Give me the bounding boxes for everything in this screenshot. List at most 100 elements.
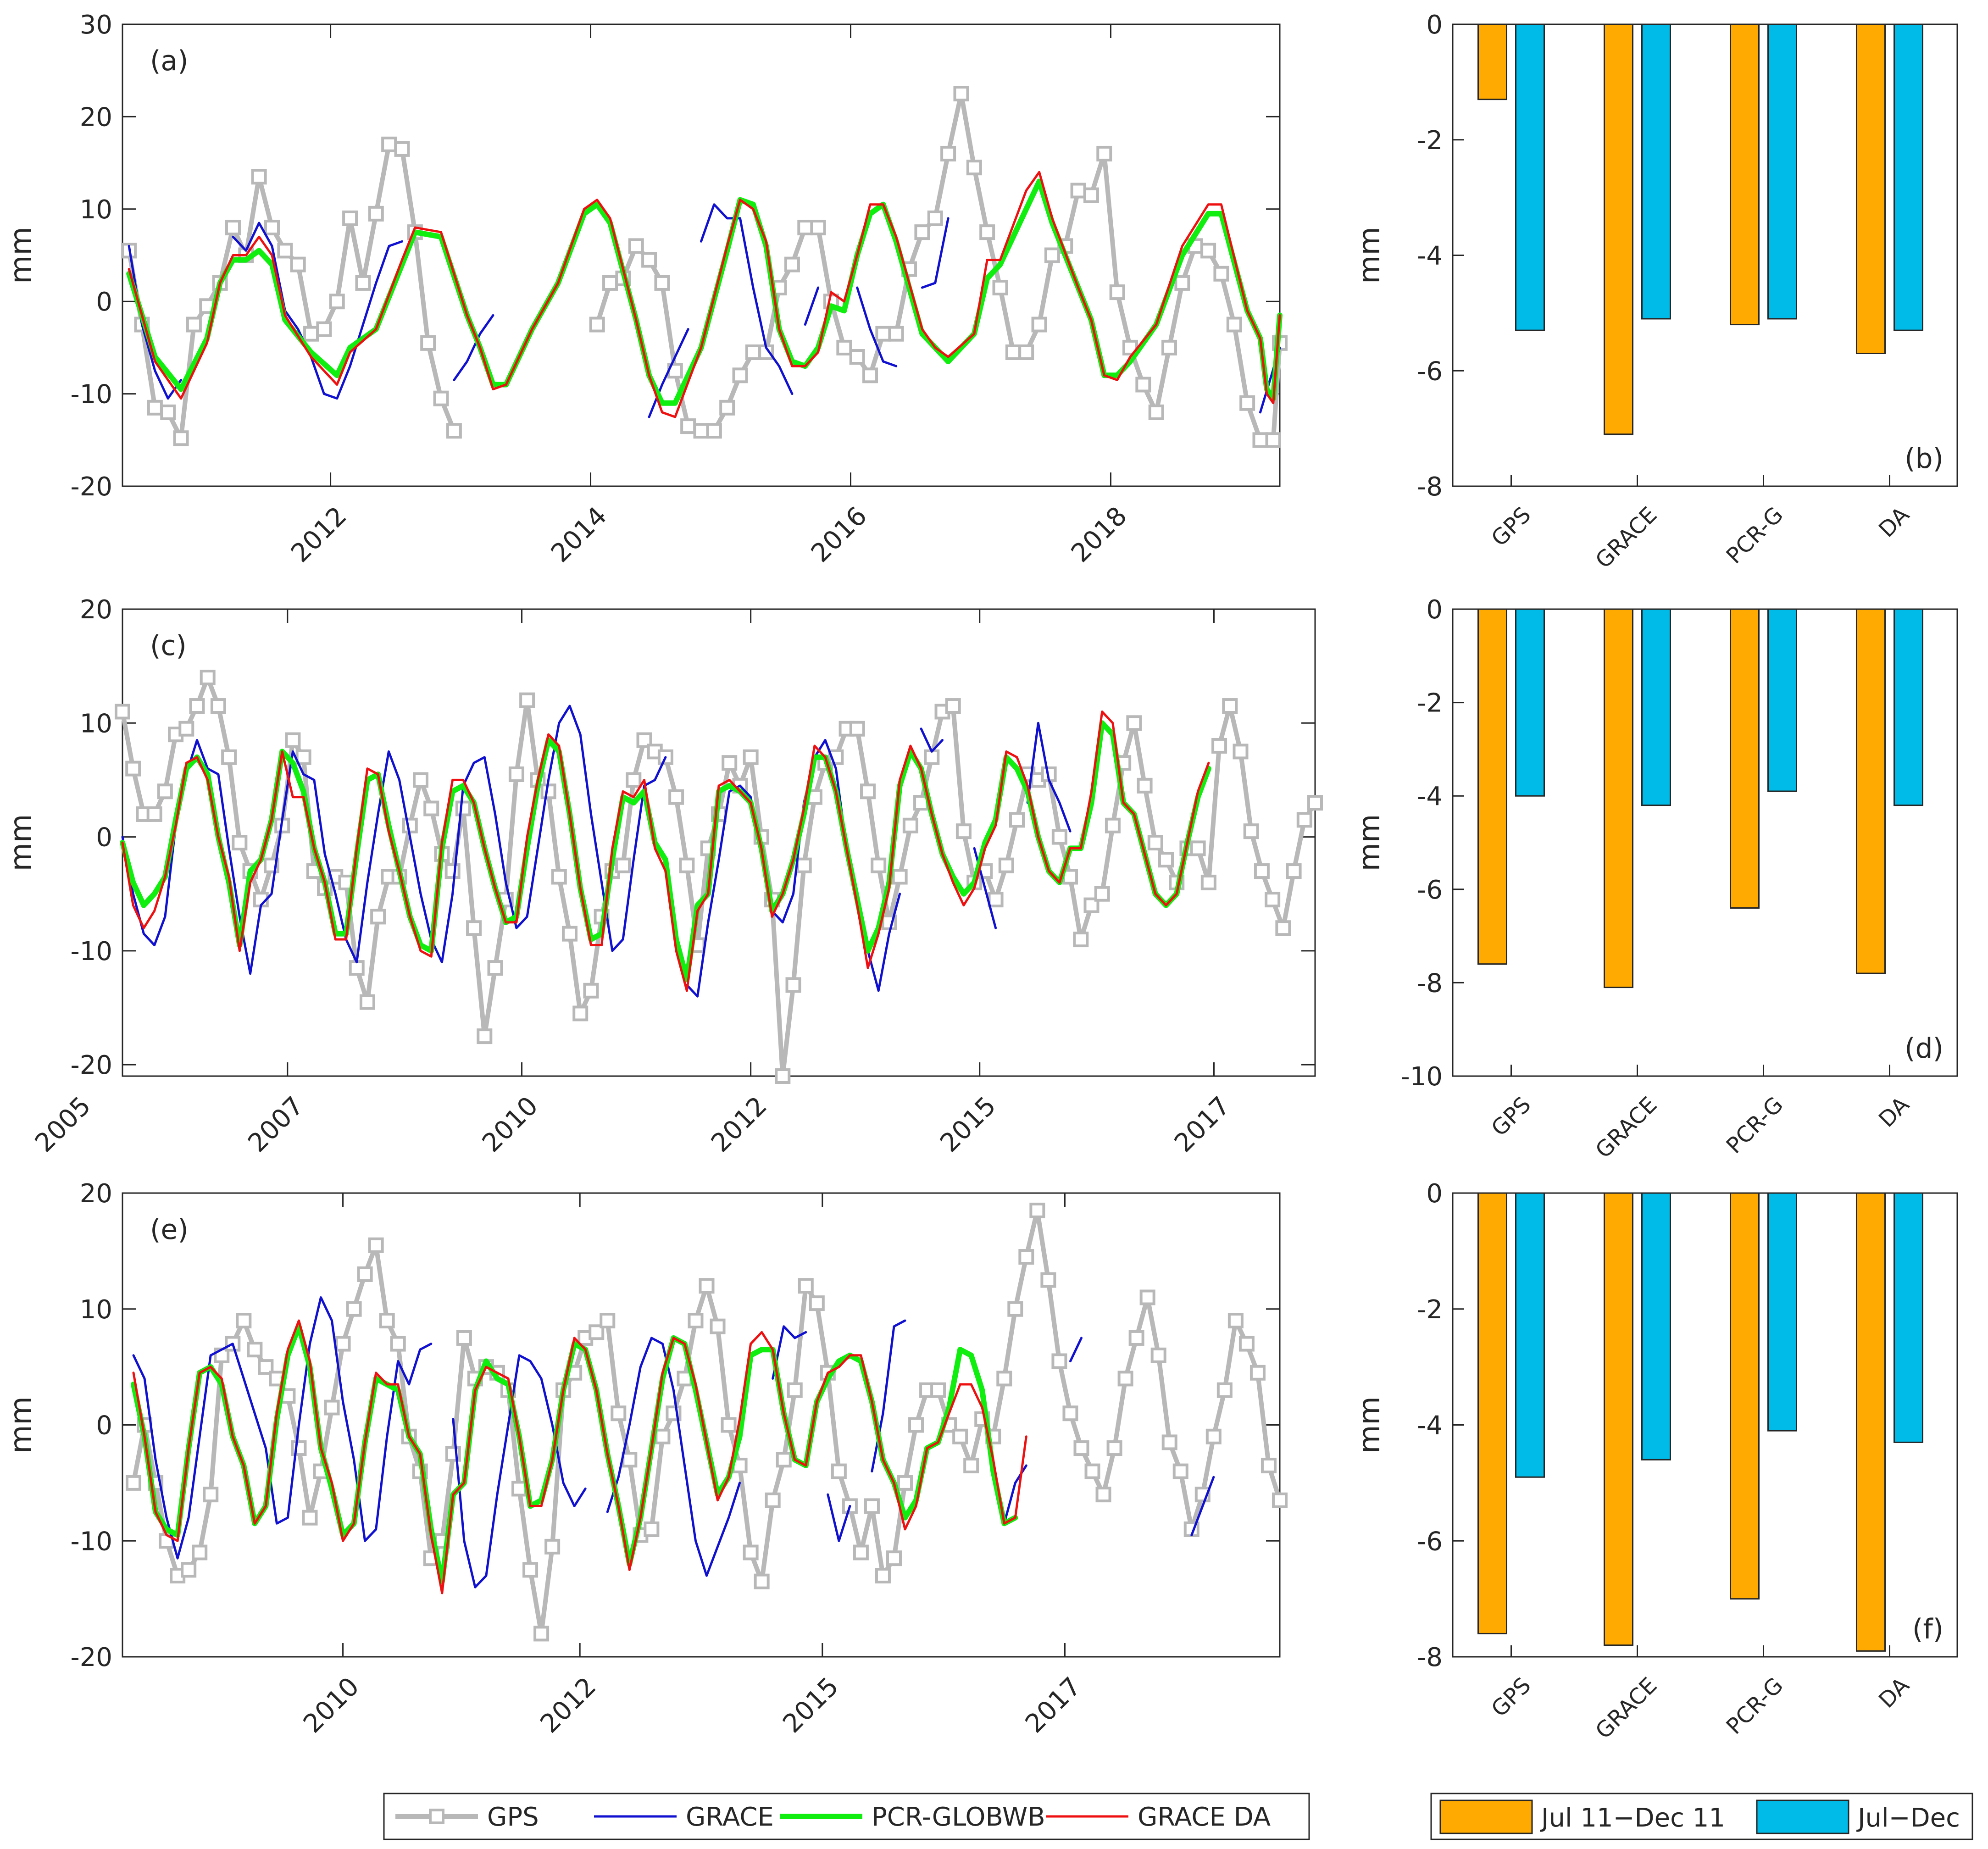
gps-marker [1084,1463,1100,1479]
y-axis-label: mm [4,814,38,872]
gps-marker [1150,1347,1166,1363]
bar-jul11-dec11 [1730,608,1760,909]
bar-jul-dec [1641,23,1671,320]
gps-marker [303,326,319,342]
y-tick-label: -10 [71,1527,112,1556]
gps-marker [324,1399,340,1416]
gps-marker [420,335,436,351]
gps-marker [1051,1353,1067,1369]
gps-marker [277,243,293,259]
category-label: DA [1874,502,1914,542]
y-tick-label: 0 [1426,595,1443,625]
gps-marker [1216,1382,1233,1398]
y-tick-label: -8 [1417,1643,1443,1672]
series-line-grace [827,1493,851,1542]
gps-marker [615,857,631,873]
gps-marker [996,1371,1012,1387]
panel-label: (d) [1905,1033,1944,1065]
gps-marker [264,220,280,236]
gps-marker [390,1336,406,1352]
gps-marker [181,1562,197,1578]
panel-label: (b) [1905,443,1944,475]
gps-marker [679,857,695,873]
gps-marker [487,960,503,976]
series-line-grace [920,727,944,753]
gps-marker [886,1550,902,1566]
gps-marker [413,772,428,788]
bar-jul11-dec11 [1730,23,1760,326]
gps-marker [1286,863,1302,879]
legend-label: PCR-GLOBWB [872,1802,1045,1832]
gps-marker [1275,920,1291,936]
category-label: DA [1874,1092,1914,1132]
bar-jul-dec [1515,1192,1545,1478]
y-tick-label: -8 [1417,472,1443,502]
gps-marker [1265,432,1281,448]
category-label: PCR-G [1721,1672,1788,1739]
gps-marker [1005,344,1021,360]
gps-marker [952,1428,968,1444]
gps-marker [477,1028,493,1044]
series-line-grace [1026,722,1072,833]
gps-marker [1128,1330,1144,1346]
gps-marker [455,800,471,816]
series-line-grace-da [132,1319,1027,1594]
gps-marker [302,1510,318,1526]
gps-marker [1211,738,1227,754]
y-tick-label: 0 [96,823,112,853]
gps-marker [178,721,194,737]
gps-marker [335,1336,351,1352]
gps-marker [359,994,375,1010]
y-axis-label: mm [1353,227,1387,284]
gps-marker [892,869,908,885]
gps-marker [1018,1249,1034,1265]
gps-marker [1007,1301,1023,1317]
gps-marker [210,698,226,714]
legend-swatch-jul-dec [1756,1799,1849,1834]
bar-jul-dec [1515,608,1545,797]
x-tick-label: 2012 [285,501,353,568]
gps-marker [291,1440,307,1456]
line-legend: GPS GRACE PCR-GLOBWB GRACE DA [383,1793,1310,1840]
series-line-grace [606,1337,741,1577]
gps-marker [1139,1289,1155,1305]
bar-jul11-dec11 [1604,608,1633,988]
series-line-grace [772,1325,807,1380]
gps-marker [988,892,1004,908]
gps-marker [1172,1463,1188,1479]
gps-marker [1095,1487,1111,1503]
y-tick-label: -8 [1417,968,1443,998]
category-label: GRACE [1591,1092,1662,1163]
y-tick-label: 0 [1426,10,1443,40]
bar-jul11-dec11 [1856,1192,1886,1652]
y-tick-label: 10 [80,1295,112,1325]
gps-marker [722,755,738,771]
bar-jul11-dec11 [1477,23,1507,100]
bar-jul11-dec11 [1604,1192,1633,1646]
bar-jul-dec [1641,1192,1671,1460]
y-tick-label: -20 [71,1643,112,1672]
gps-marker [963,1457,979,1473]
series-line-grace [132,1296,433,1560]
gps-marker [654,275,670,291]
gps-marker [1238,1336,1255,1352]
gps-marker [1222,698,1238,714]
gps-marker [115,704,130,720]
gps-marker [680,418,696,434]
y-tick-label: 30 [80,10,112,40]
gps-marker [849,349,865,365]
gps-marker [785,977,801,993]
gps-marker [860,783,876,800]
x-tick-label: 2017 [1020,1671,1087,1739]
gps-marker [1200,874,1216,890]
gps-marker [765,1492,781,1508]
gps-marker [1031,316,1047,333]
gps-marker [456,1330,472,1346]
y-axis-label: mm [1353,1396,1387,1454]
gps-marker [745,344,761,360]
series-line-grace [921,217,950,289]
gps-marker [1094,886,1110,902]
gps-marker [1096,145,1112,161]
series-line-grace [452,1354,587,1588]
gps-marker [641,252,657,268]
